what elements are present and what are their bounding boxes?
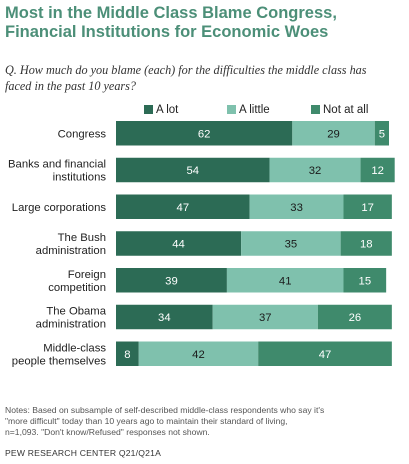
bar-segment	[116, 121, 293, 146]
bar-value-label: 5	[379, 128, 385, 140]
category-label: Foreign	[68, 269, 106, 281]
bar-value-label: 41	[279, 275, 292, 287]
bar-segment	[374, 121, 389, 146]
bar-segment	[116, 268, 227, 293]
category-label: competition	[48, 282, 106, 294]
bar-value-label: 15	[359, 275, 372, 287]
bar-value-label: 12	[371, 165, 384, 177]
legend-swatch-a-lot	[144, 105, 153, 114]
bar-segment	[116, 304, 213, 330]
legend-label-a-lot: A lot	[156, 104, 179, 116]
bar-segment	[292, 121, 375, 146]
bar-value-label: 37	[259, 312, 272, 324]
survey-question: Q. How much do you blame (each) for the …	[5, 63, 405, 94]
legend-label-not-at-all: Not at all	[323, 104, 368, 116]
category-label: institutions	[53, 172, 107, 184]
bar-segment	[317, 304, 392, 330]
bar-segment	[360, 157, 395, 183]
category-label: Middle-class	[43, 342, 106, 354]
bar-value-label: 29	[327, 128, 340, 140]
category-label: Congress	[58, 128, 107, 140]
chart-legend: A lot A little Not at all	[144, 104, 368, 116]
bar-segment	[212, 304, 318, 330]
category-label: The Bush	[58, 232, 106, 244]
bar-value-label: 62	[198, 128, 211, 140]
bar-segment	[269, 157, 361, 183]
bar-segment	[343, 268, 387, 293]
bar-value-label: 35	[285, 239, 298, 251]
bar-value-label: 26	[349, 312, 362, 324]
legend-swatch-a-little	[227, 105, 236, 114]
title-line-2: Financial Institutions for Economic Woes	[5, 23, 329, 41]
bar-segment	[116, 341, 139, 366]
category-label: administration	[36, 319, 106, 331]
bar-value-label: 47	[319, 349, 332, 361]
chart-notes: Notes: Based on subsample of self-descri…	[5, 405, 405, 437]
bar-segment	[340, 231, 392, 256]
bar-segment	[116, 157, 270, 183]
bar-segment	[258, 341, 392, 366]
bar-segment	[138, 341, 259, 366]
bar-value-label: 33	[290, 202, 303, 214]
question-line-2: faced in the past 10 years?	[5, 78, 136, 93]
bar-segment	[116, 231, 242, 256]
source-credit: PEW RESEARCH CENTER Q21/Q21A	[5, 448, 162, 458]
question-line-1: Q. How much do you blame (each) for the …	[5, 63, 367, 77]
notes-line-2: "more difficult" today than 10 years ago…	[5, 415, 288, 426]
legend-label-a-little: A little	[239, 104, 270, 116]
bar-value-label: 42	[192, 349, 205, 361]
category-label: administration	[36, 245, 106, 257]
category-label: The Obama	[46, 306, 106, 318]
title-line-1: Most in the Middle Class Blame Congress,	[5, 4, 337, 22]
bar-value-label: 8	[124, 349, 130, 361]
bar-segment	[226, 268, 344, 293]
bar-value-label: 18	[360, 239, 373, 251]
notes-line-3: n=1,093. "Don't know/Refused" responses …	[5, 426, 210, 437]
bar-segment	[241, 231, 341, 256]
category-label: Large corporations	[12, 202, 107, 214]
bar-segments: 62 29 5 54 32 12 47 33 17 44 35 18 39 41 15 34 37 26 8 42 47	[116, 121, 395, 366]
legend-swatch-not-at-all	[311, 105, 320, 114]
bar-value-label: 17	[361, 202, 374, 214]
bar-value-label: 54	[186, 165, 199, 177]
bar-value-label: 32	[309, 165, 322, 177]
notes-line-1: Notes: Based on subsample of self-descri…	[5, 405, 325, 415]
category-label: people themselves	[12, 355, 107, 367]
bar-segment	[116, 194, 250, 219]
bar-segment	[343, 194, 392, 219]
bar-value-label: 34	[158, 312, 171, 324]
bar-value-label: 39	[165, 275, 178, 287]
bar-segment	[249, 194, 344, 219]
category-label: Banks and financial	[8, 159, 106, 171]
bar-value-label: 44	[172, 239, 185, 251]
bar-value-label: 47	[177, 202, 190, 214]
chart-title: Most in the Middle Class Blame Congress,…	[5, 4, 400, 42]
